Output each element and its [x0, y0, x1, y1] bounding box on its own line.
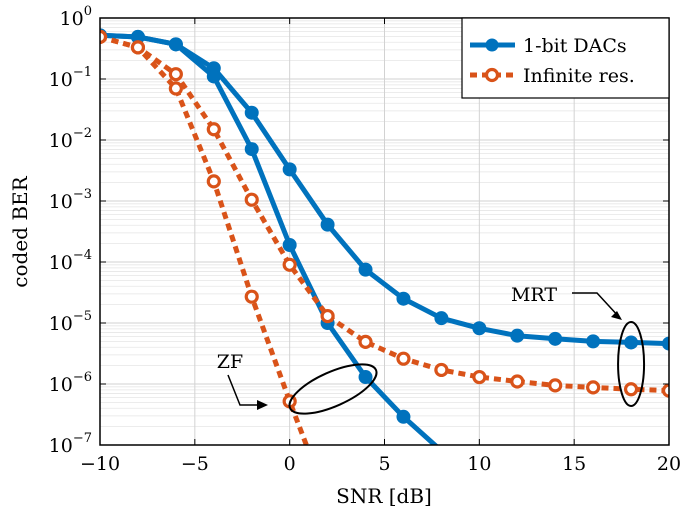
- data-point: [358, 370, 373, 385]
- data-point: [396, 291, 411, 306]
- data-point: [244, 105, 259, 120]
- mrt-ellipse: [617, 321, 646, 407]
- y-tick-label: 10−4: [49, 248, 92, 274]
- zf-arrow: [227, 374, 262, 406]
- data-point: [472, 321, 487, 336]
- data-point: [510, 374, 525, 389]
- data-point: [282, 257, 297, 272]
- data-point: [586, 380, 601, 395]
- data-point: [548, 378, 563, 393]
- plot-frame: [99, 17, 670, 446]
- legend-marker: [484, 67, 500, 83]
- mrt-label: MRT: [511, 284, 557, 306]
- data-point: [244, 192, 259, 207]
- data-point: [586, 334, 601, 349]
- y-tick-label: 10−2: [49, 126, 92, 152]
- legend: 1-bit DACs Infinite res.: [461, 17, 670, 99]
- y-tick-label: 10−5: [49, 309, 92, 335]
- data-point: [434, 362, 449, 378]
- x-tick-label: −5: [181, 453, 209, 475]
- data-point: [358, 262, 373, 277]
- data-point: [510, 328, 525, 343]
- legend-label: 1-bit DACs: [523, 35, 627, 57]
- data-point: [282, 162, 297, 177]
- zf-arrowhead: [257, 400, 268, 410]
- data-point: [206, 69, 221, 84]
- y-tick-label: 10−3: [49, 187, 92, 213]
- data-point: [100, 29, 108, 44]
- data-point: [282, 237, 297, 252]
- data-point: [244, 142, 259, 157]
- data-point: [434, 311, 449, 326]
- data-point: [130, 40, 146, 55]
- x-tick-label: 0: [284, 453, 296, 475]
- data-point: [623, 382, 639, 397]
- data-point: [396, 409, 411, 424]
- x-tick-label: 5: [378, 453, 390, 475]
- series-3-zf: [100, 29, 310, 445]
- data-point: [206, 122, 221, 137]
- data-point: [661, 383, 669, 398]
- x-tick-label: 20: [657, 453, 681, 475]
- series-layer: [100, 28, 669, 445]
- annotations: MRT ZF: [217, 284, 646, 415]
- series-line: [100, 32, 669, 347]
- mrt-arrowhead: [611, 311, 622, 320]
- legend-label: Infinite res.: [523, 65, 635, 87]
- tick-labels: −10 −5 0 5 10 15 20 100 10−1 10−2 10−3 10−4 10−5 10−6…: [49, 4, 681, 475]
- x-tick-label: 15: [562, 453, 586, 475]
- data-point: [206, 174, 221, 189]
- data-point: [662, 336, 669, 351]
- zf-label: ZF: [217, 351, 243, 373]
- x-axis-label: SNR [dB]: [336, 484, 432, 508]
- x-tick-label: −10: [80, 453, 120, 475]
- y-tick-label: 100: [60, 4, 92, 30]
- mrt-arrow: [572, 292, 621, 319]
- data-point: [624, 335, 639, 350]
- data-point: [358, 334, 373, 349]
- data-point: [244, 289, 259, 304]
- legend-box: [461, 17, 670, 99]
- y-tick-label: 10−7: [49, 431, 92, 457]
- data-point: [472, 369, 487, 385]
- data-point: [548, 331, 563, 346]
- data-point: [396, 351, 411, 366]
- data-point: [168, 81, 183, 96]
- zf-ellipse: [288, 363, 378, 415]
- data-point: [320, 217, 335, 232]
- legend-marker: [485, 38, 499, 52]
- x-tick-label: 10: [467, 453, 491, 475]
- series-line: [100, 32, 439, 445]
- data-point: [320, 308, 335, 324]
- y-axis-label: coded BER: [8, 175, 32, 287]
- data-point: [168, 37, 183, 52]
- legend-entry-1: Infinite res.: [470, 65, 635, 87]
- legend-entry-0: 1-bit DACs: [470, 35, 627, 57]
- y-tick-label: 10−1: [49, 65, 92, 91]
- data-point: [168, 67, 183, 82]
- series-line: [100, 34, 669, 394]
- y-tick-label: 10−6: [49, 370, 92, 396]
